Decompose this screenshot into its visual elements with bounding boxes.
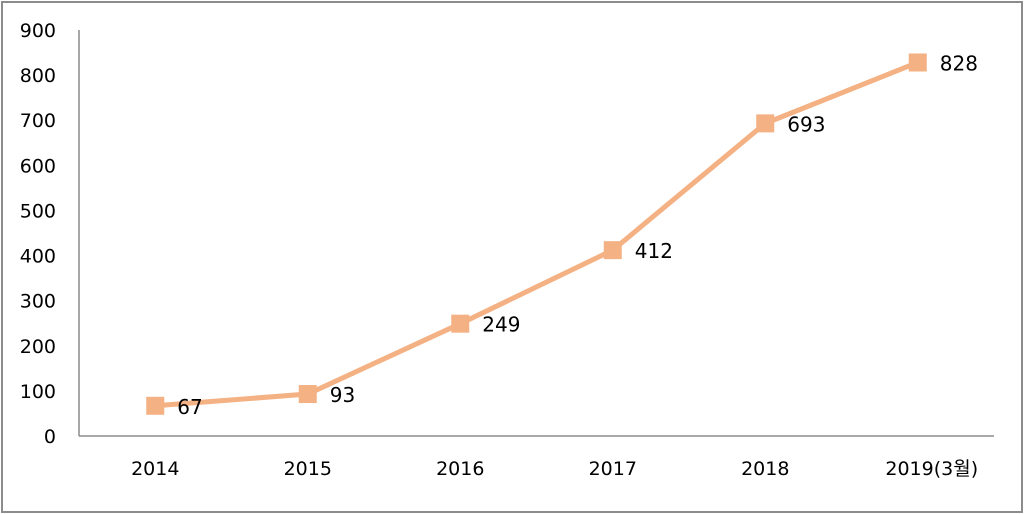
data-point-marker [756, 114, 775, 133]
data-point-marker [298, 385, 317, 404]
x-tick-label: 2015 [284, 458, 332, 480]
data-point-marker [451, 314, 470, 333]
y-tick-label: 200 [20, 336, 56, 358]
data-label: 93 [330, 383, 355, 407]
data-label: 412 [635, 239, 673, 263]
data-label: 828 [940, 51, 978, 75]
x-tick-label: 2016 [436, 458, 484, 480]
x-tick-label: 2014 [131, 458, 179, 480]
data-labels-group: 67 93 249 412 693 828 [177, 51, 978, 418]
data-point-marker [146, 396, 165, 415]
series-line [152, 59, 921, 409]
y-tick-label: 0 [44, 426, 56, 448]
x-tick-label: 2018 [741, 458, 789, 480]
markers-group [146, 53, 927, 415]
data-point-marker [603, 241, 622, 260]
y-tick-label: 300 [20, 291, 56, 313]
y-tick-label: 100 [20, 381, 56, 403]
y-tick-label: 500 [20, 200, 56, 222]
data-label: 249 [482, 313, 520, 337]
y-tick-label: 400 [20, 246, 56, 268]
series-group [152, 59, 921, 409]
x-axis-ticks: 2014 2015 2016 2017 2018 2019(3월) [131, 458, 978, 480]
y-tick-label: 900 [20, 20, 56, 42]
y-tick-label: 700 [20, 110, 56, 132]
data-point-marker [908, 53, 927, 72]
y-tick-label: 600 [20, 155, 56, 177]
x-tick-label: 2019(3월) [885, 458, 978, 480]
x-tick-label: 2017 [589, 458, 637, 480]
chart-axes [78, 30, 994, 437]
y-tick-label: 800 [20, 65, 56, 87]
y-axis-ticks: 0 100 200 300 400 500 600 700 800 900 [20, 20, 56, 448]
data-label: 693 [787, 112, 825, 136]
data-label: 67 [177, 395, 202, 419]
